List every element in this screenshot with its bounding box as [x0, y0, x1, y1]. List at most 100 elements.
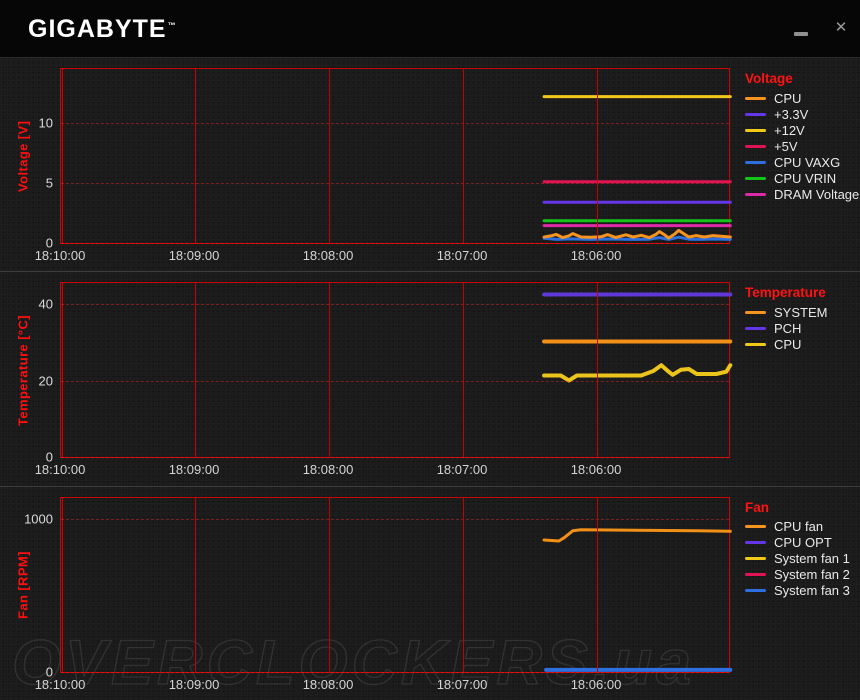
series-line-cpu	[542, 363, 733, 383]
voltage-legend-items: CPU +3.3V +12V +5V CPU VAXG CPU VRIN DRAM Volt…	[745, 90, 859, 202]
legend-item-cpu-fan: CPU fan	[745, 519, 850, 535]
minimize-icon	[794, 32, 808, 36]
x-tick-label: 18:08:00	[302, 248, 354, 263]
legend-label--3-3v: +3.3V	[774, 106, 809, 122]
legend-label--5v: +5V	[774, 138, 798, 154]
x-tick-label: 18:09:00	[168, 462, 220, 478]
legend-item--3-3v: +3.3V	[745, 106, 859, 122]
x-tick-label: 18:06:00	[570, 676, 622, 692]
series-line-cpu	[542, 228, 732, 240]
legend-item-cpu: CPU	[745, 336, 827, 352]
legend-item--5v: +5V	[745, 138, 859, 154]
legend-label-system: SYSTEM	[774, 304, 828, 320]
y-tick-label: 1000	[24, 511, 53, 527]
fan-legend-title: Fan	[745, 499, 770, 515]
x-tick-label: 18:06:00	[570, 248, 622, 263]
y-tick-label: 5	[45, 175, 53, 191]
temperature-legend: Temperature SYSTEM PCH CPU	[745, 285, 827, 352]
legend-swatch--12v	[745, 128, 766, 132]
v-gridline	[597, 69, 598, 243]
legend-item-cpu-vaxg: CPU VAXG	[745, 154, 859, 170]
temperature-x-axis: 18:10:00 18:09:00 18:08:00 18:07:00 18:06:00	[35, 461, 730, 481]
v-gridline	[463, 283, 464, 458]
legend-swatch-system-fan-1	[745, 557, 766, 561]
legend-swatch-dram-voltage	[745, 192, 766, 196]
h-gridline	[61, 519, 729, 521]
legend-label-system-fan-2: System fan 2	[774, 567, 850, 583]
x-tick-label: 18:10:00	[34, 676, 86, 692]
voltage-axis-line	[62, 69, 63, 243]
v-gridline	[195, 69, 196, 243]
legend-swatch-pch	[745, 326, 766, 330]
voltage-legend: Voltage CPU +3.3V +12V +5V CPU VAXG CPU VRIN D…	[745, 71, 859, 202]
temperature-legend-items: SYSTEM PCH CPU	[745, 304, 827, 352]
series-line-cpu-vaxg	[542, 235, 732, 241]
close-button[interactable]: ✕	[832, 16, 850, 40]
legend-item-cpu-vrin: CPU VRIN	[745, 170, 859, 186]
v-gridline	[195, 283, 196, 458]
voltage-plot	[60, 68, 732, 244]
trademark-symbol: ™	[167, 20, 177, 30]
x-tick-label: 18:09:00	[168, 248, 220, 263]
series-line-cpu-fan	[542, 527, 732, 543]
legend-item-system-fan-3: System fan 3	[745, 583, 850, 599]
fan-axis-line	[62, 497, 63, 672]
title-bar: GIGABYTE™ ✕	[0, 0, 860, 58]
y-tick-label: 0	[45, 235, 53, 251]
h-gridline	[61, 671, 729, 673]
legend-label--12v: +12V	[774, 122, 805, 138]
legend-item-system-fan-2: System fan 2	[745, 567, 850, 583]
temperature-plot-wrap: Temperature [°C] 18:10:00 18:09:00 18:08:0…	[16, 282, 733, 477]
legend-label-dram-voltage: DRAM Voltage	[774, 186, 860, 202]
y-tick-label: 40	[38, 296, 53, 312]
legend-label-cpu-fan: CPU fan	[774, 519, 824, 535]
x-tick-label: 18:08:00	[302, 462, 354, 478]
legend-item--12v: +12V	[745, 122, 859, 138]
legend-item-pch: PCH	[745, 320, 827, 336]
temperature-series-svg	[542, 292, 733, 383]
gigabyte-logo: GIGABYTE™	[28, 15, 177, 44]
fan-x-axis: 18:10:00 18:09:00 18:08:00 18:07:00 18:06:00	[35, 676, 730, 696]
v-gridline	[195, 497, 196, 672]
legend-item-system-fan-1: System fan 1	[745, 551, 850, 567]
voltage-panel: Voltage [V] 18:10:00 18:09:00 18:08:00 18:0…	[0, 58, 860, 272]
v-gridline	[463, 497, 464, 672]
legend-swatch-cpu-opt	[745, 541, 766, 545]
legend-swatch--5v	[745, 144, 766, 148]
minimize-button[interactable]	[792, 16, 810, 40]
legend-item-cpu: CPU	[745, 90, 859, 106]
legend-swatch-system-fan-2	[745, 573, 766, 577]
fan-legend-items: CPU fan CPU OPT System fan 1 System fan 2 Sy…	[745, 519, 850, 599]
window-controls: ✕	[792, 16, 850, 40]
y-tick-label: 20	[38, 373, 53, 389]
h-gridline	[61, 380, 729, 382]
legend-swatch-cpu-fan	[745, 525, 766, 529]
legend-label-cpu: CPU	[774, 336, 802, 352]
h-gridline	[61, 123, 729, 124]
fan-legend: Fan CPU fan CPU OPT System fan 1 System fan…	[745, 500, 850, 599]
x-tick-label: 18:06:00	[570, 462, 622, 478]
temperature-axis-line	[62, 283, 63, 458]
legend-label-cpu-vaxg: CPU VAXG	[774, 154, 841, 170]
legend-label-cpu-opt: CPU OPT	[774, 535, 832, 551]
v-gridline	[463, 69, 464, 243]
legend-label-cpu-vrin: CPU VRIN	[774, 170, 837, 186]
legend-swatch-cpu	[745, 96, 766, 100]
y-tick-label: 10	[38, 115, 53, 131]
x-tick-label: 18:08:00	[302, 676, 354, 692]
h-gridline	[61, 457, 729, 459]
v-gridline	[329, 283, 330, 458]
v-gridline	[597, 497, 598, 672]
legend-swatch-system	[745, 310, 766, 314]
fan-series-svg	[542, 527, 733, 672]
temperature-y-axis-label: Temperature [°C]	[15, 314, 31, 426]
fan-panel: OVERCLOCKERS.ua Fan [RPM] 18:10:00 18:09:…	[0, 485, 860, 700]
voltage-x-axis: 18:10:00 18:09:00 18:08:00 18:07:00 18:06:00	[35, 247, 730, 267]
y-tick-label: 0	[45, 449, 53, 465]
legend-swatch-cpu-vrin	[745, 176, 766, 180]
charts-area: Voltage [V] 18:10:00 18:09:00 18:08:00 18:0…	[0, 58, 860, 700]
legend-item-cpu-opt: CPU OPT	[745, 535, 850, 551]
legend-swatch-cpu	[745, 342, 766, 346]
x-tick-label: 18:09:00	[168, 676, 220, 692]
